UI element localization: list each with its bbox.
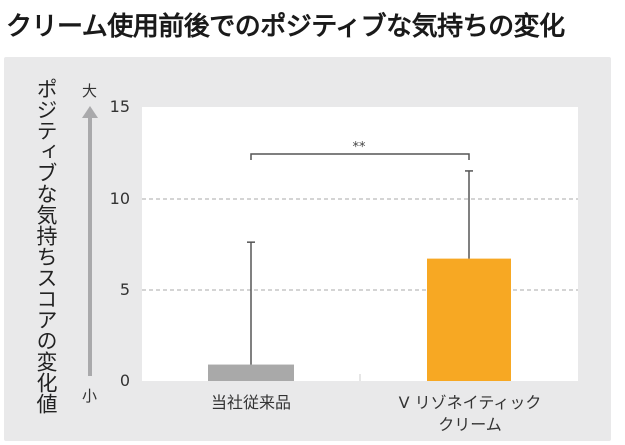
y-tick-15: 15 xyxy=(109,97,130,116)
x-label-v-resonatic-line2: クリーム xyxy=(438,415,502,434)
y-tick-5: 5 xyxy=(119,280,130,299)
bar-v-resonatic xyxy=(427,258,511,381)
y-axis-arrow-shaft xyxy=(88,116,92,376)
x-label-conventional: 当社従来品 xyxy=(210,393,291,412)
x-label-v-resonatic-line1: V リゾネイティック xyxy=(398,393,542,412)
y-axis-top-marker: 大 xyxy=(82,82,98,100)
y-axis-bottom-marker: 小 xyxy=(82,387,98,405)
chart-title: クリーム使用前後でのポジティブな気持ちの変化 xyxy=(6,12,565,42)
y-tick-10: 10 xyxy=(109,189,130,208)
bar-conventional xyxy=(208,364,294,381)
up-arrow-icon xyxy=(82,106,98,118)
y-tick-0: 0 xyxy=(119,371,130,390)
y-axis-label: ポジティブな気持ちスコアの変化値 xyxy=(34,78,58,414)
significance-bracket xyxy=(250,153,470,160)
significance-marker: ** xyxy=(353,140,367,155)
